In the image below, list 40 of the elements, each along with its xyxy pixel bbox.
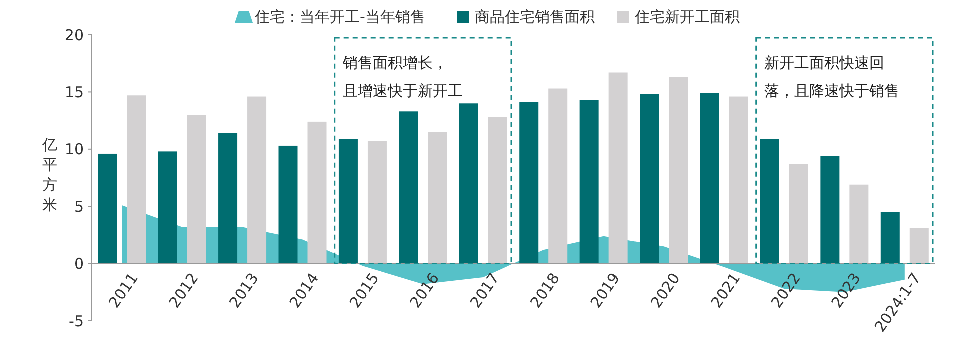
y-tick-label: 20 — [64, 26, 84, 44]
bar — [308, 122, 327, 264]
bar — [488, 117, 508, 264]
bar — [850, 184, 869, 264]
y-tick-label: 15 — [64, 83, 84, 102]
bar — [729, 96, 748, 264]
bar — [910, 228, 929, 264]
bar — [98, 154, 118, 264]
bar — [760, 139, 780, 264]
bar — [278, 146, 298, 264]
bar — [399, 112, 418, 264]
bar — [789, 164, 808, 264]
bar — [158, 152, 178, 264]
bar — [187, 115, 206, 264]
y-tick-label: -5 — [69, 312, 84, 330]
bar — [640, 94, 660, 264]
bar — [548, 88, 568, 264]
bar — [248, 96, 267, 264]
legend-label: 商品住宅销售面积 — [475, 8, 595, 26]
annotation: 销售面积增长，且增速快于新开工 — [342, 54, 463, 100]
bar — [368, 141, 387, 264]
bar — [669, 77, 688, 264]
bar — [520, 102, 539, 264]
bar — [820, 156, 840, 264]
y-tick-label: 10 — [64, 140, 84, 159]
y-tick-label: 0 — [74, 255, 84, 274]
bar — [428, 132, 448, 264]
y-axis-title: 亿平方米 — [42, 136, 58, 214]
y-tick-label: 5 — [74, 198, 84, 216]
bar — [459, 104, 478, 264]
annotation: 新开工面积快速回落，且降速快于销售 — [764, 54, 900, 100]
bar — [338, 139, 358, 264]
bar — [580, 100, 599, 264]
bar — [880, 212, 900, 264]
bar — [127, 96, 146, 264]
bar — [608, 72, 628, 264]
bar — [700, 93, 720, 264]
legend-label: 住宅新开工面积 — [634, 8, 740, 26]
bar — [218, 133, 238, 264]
legend-label: 住宅：当年开工-当年销售 — [254, 8, 426, 26]
